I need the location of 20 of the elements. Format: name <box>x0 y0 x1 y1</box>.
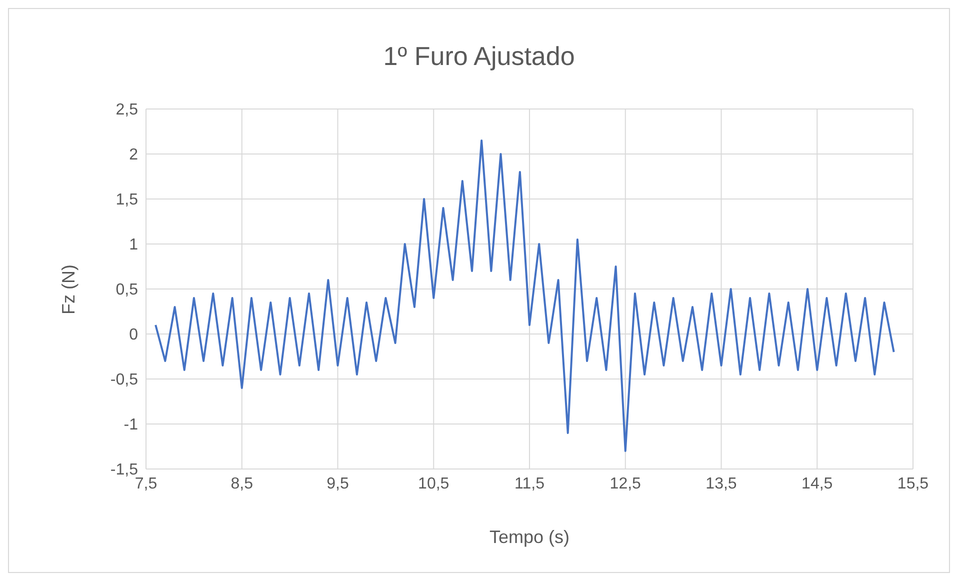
x-tick-label: 12,5 <box>610 475 642 492</box>
line-series <box>154 140 895 452</box>
y-tick-label: 1,5 <box>116 192 138 209</box>
x-tick-label: 9,5 <box>326 475 349 492</box>
chart-title: 1º Furo Ajustado <box>382 41 576 72</box>
y-tick-label: -0,5 <box>110 372 138 389</box>
y-tick-label: 0 <box>129 326 138 344</box>
y-tick-label: 2,5 <box>116 102 138 119</box>
x-tick-label: 11,5 <box>514 475 545 492</box>
x-tick-label: 13,5 <box>706 475 737 492</box>
x-tick-label: 14,5 <box>802 475 833 492</box>
y-tick-label: 2 <box>129 146 138 164</box>
y-tick-label: 1 <box>129 236 138 254</box>
x-tick-label: 15,5 <box>897 475 929 492</box>
x-axis-title: Tempo (s) <box>488 527 570 548</box>
y-axis-title: Fz (N) <box>58 264 80 316</box>
x-tick-label: 10,5 <box>418 475 450 492</box>
x-tick-label: 8,5 <box>230 475 254 492</box>
y-tick-label: 0,5 <box>116 282 138 299</box>
y-tick-label: -1 <box>124 416 138 434</box>
